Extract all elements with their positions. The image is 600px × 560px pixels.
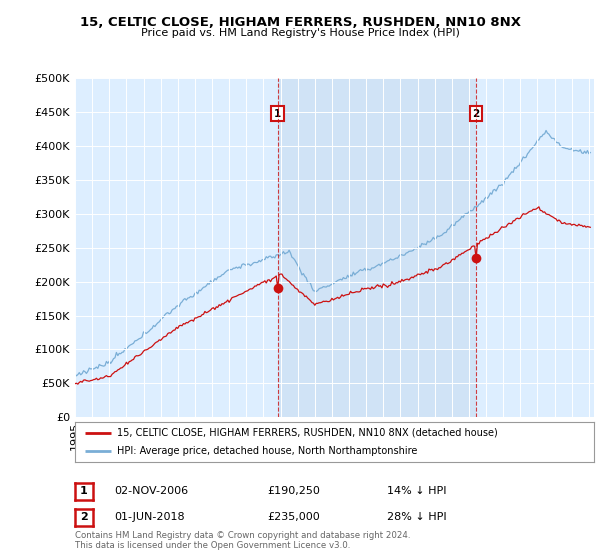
Text: 2: 2 (472, 109, 480, 119)
Text: Price paid vs. HM Land Registry's House Price Index (HPI): Price paid vs. HM Land Registry's House … (140, 28, 460, 38)
Text: 1: 1 (274, 109, 281, 119)
Text: 1: 1 (80, 486, 88, 496)
Text: 15, CELTIC CLOSE, HIGHAM FERRERS, RUSHDEN, NN10 8NX (detached house): 15, CELTIC CLOSE, HIGHAM FERRERS, RUSHDE… (116, 428, 497, 437)
Text: 01-JUN-2018: 01-JUN-2018 (114, 512, 185, 522)
Text: £235,000: £235,000 (267, 512, 320, 522)
Text: 15, CELTIC CLOSE, HIGHAM FERRERS, RUSHDEN, NN10 8NX: 15, CELTIC CLOSE, HIGHAM FERRERS, RUSHDE… (79, 16, 521, 29)
Text: £190,250: £190,250 (267, 486, 320, 496)
Text: 2: 2 (80, 512, 88, 522)
Bar (278, 78, 476, 417)
Text: HPI: Average price, detached house, North Northamptonshire: HPI: Average price, detached house, Nort… (116, 446, 417, 456)
Text: 14% ↓ HPI: 14% ↓ HPI (387, 486, 446, 496)
Text: Contains HM Land Registry data © Crown copyright and database right 2024.
This d: Contains HM Land Registry data © Crown c… (75, 530, 410, 550)
Text: 28% ↓ HPI: 28% ↓ HPI (387, 512, 446, 522)
Text: 02-NOV-2006: 02-NOV-2006 (114, 486, 188, 496)
